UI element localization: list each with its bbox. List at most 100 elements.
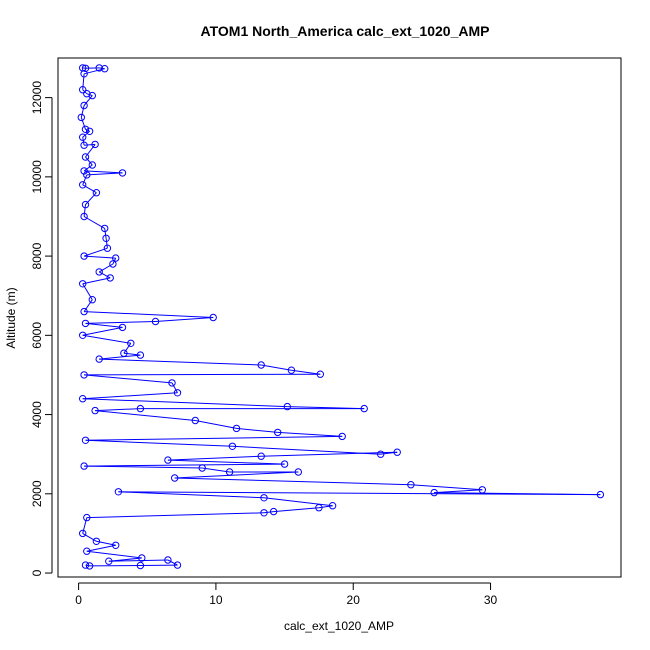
series-line-segment	[83, 299, 93, 312]
series-line-segment	[195, 420, 237, 429]
data-point	[136, 561, 145, 570]
data-point	[209, 313, 217, 322]
data-point	[80, 462, 88, 470]
data-point	[257, 361, 265, 369]
data-point	[81, 125, 90, 134]
series-line-segment	[83, 95, 93, 106]
data-point	[164, 556, 172, 564]
series-line-segment	[85, 321, 156, 324]
data-point	[79, 395, 87, 403]
data-point	[191, 416, 200, 425]
series-line-segment	[99, 358, 262, 366]
series-line-segment	[86, 544, 116, 552]
series-line-segment	[82, 184, 97, 194]
x-tick-label: 0	[75, 593, 82, 607]
data-point	[83, 547, 91, 555]
y-tick-label: 4000	[30, 401, 44, 428]
x-tick-label: 30	[484, 593, 498, 607]
data-point	[283, 402, 291, 411]
series-line-segment	[82, 130, 90, 138]
data-point	[118, 323, 127, 332]
series-line-segment	[263, 511, 274, 514]
series-line-segment	[261, 364, 292, 371]
data-point	[118, 169, 127, 177]
series-line-segment	[261, 451, 398, 457]
data-point	[232, 424, 241, 433]
y-axis-label: Altitude (m)	[4, 287, 18, 348]
series-line-segment	[83, 164, 93, 172]
data-point	[114, 488, 123, 496]
series-line-segment	[86, 172, 123, 176]
series-line-segment	[82, 174, 88, 185]
data-point	[79, 529, 87, 538]
data-point	[91, 140, 99, 149]
series-line-segment	[84, 311, 214, 318]
series-line-segment	[123, 343, 132, 354]
data-point	[168, 379, 176, 387]
chart-title: ATOM1 North_America calc_ext_1020_AMP	[201, 23, 490, 39]
data-point	[83, 513, 91, 522]
data-point	[79, 331, 87, 339]
data-point	[95, 64, 103, 72]
data-point	[112, 541, 120, 549]
data-point	[106, 274, 114, 282]
series-line-segment	[82, 398, 288, 408]
series-line-segment	[202, 467, 230, 473]
data-point	[274, 428, 282, 437]
data-point	[360, 404, 368, 413]
data-point	[79, 86, 87, 94]
data-point	[407, 481, 415, 489]
data-point	[79, 133, 87, 141]
series-line-segment	[118, 491, 601, 496]
data-point	[80, 70, 88, 78]
data-point	[328, 502, 337, 510]
series-line-segment	[84, 373, 321, 376]
series-line-segment	[167, 459, 285, 465]
series-line-segment	[98, 263, 114, 273]
series-line-segment	[83, 204, 86, 217]
data-point	[101, 224, 109, 233]
data-point	[228, 442, 237, 450]
series-line-segment	[85, 192, 97, 205]
series-line-segment	[318, 505, 333, 509]
data-point	[173, 561, 182, 569]
series-line-segment	[98, 271, 111, 279]
data-point	[102, 234, 110, 243]
y-tick-label: 10000	[30, 160, 44, 194]
data-point	[138, 554, 146, 562]
series-line-segment	[105, 238, 108, 249]
series-line-segment	[85, 128, 90, 132]
data-point	[136, 404, 145, 413]
data-point	[85, 562, 94, 570]
data-point	[79, 181, 87, 189]
data-point	[294, 468, 302, 476]
series-line-segment	[155, 317, 214, 322]
series-line-segment	[82, 334, 131, 344]
series-line-segment	[80, 117, 86, 130]
data-point	[269, 507, 278, 516]
data-point	[109, 260, 117, 268]
series-line-segment	[82, 326, 123, 336]
data-point	[95, 355, 103, 363]
series-line-segment	[84, 465, 203, 469]
series-line-segment	[291, 369, 321, 375]
data-layer	[77, 64, 605, 570]
data-point	[80, 101, 88, 110]
series-line-segment	[86, 512, 265, 519]
series-line-segment	[83, 247, 108, 257]
data-point	[81, 561, 90, 569]
data-point	[120, 349, 128, 357]
data-point	[105, 557, 113, 565]
data-point	[88, 91, 97, 100]
series-line-segment	[236, 427, 278, 433]
plot-frame	[57, 57, 622, 578]
series-line-segment	[84, 255, 116, 259]
x-axis: 0 10 20 30	[75, 582, 498, 607]
series-line-segment	[82, 137, 85, 146]
y-tick-label: 12000	[30, 81, 44, 115]
data-point	[198, 464, 206, 472]
series-line-segment	[82, 392, 178, 400]
series-line-segment	[263, 497, 333, 507]
x-axis-label: calc_ext_1020_AMP	[284, 619, 394, 633]
series-line-segment	[84, 463, 285, 467]
